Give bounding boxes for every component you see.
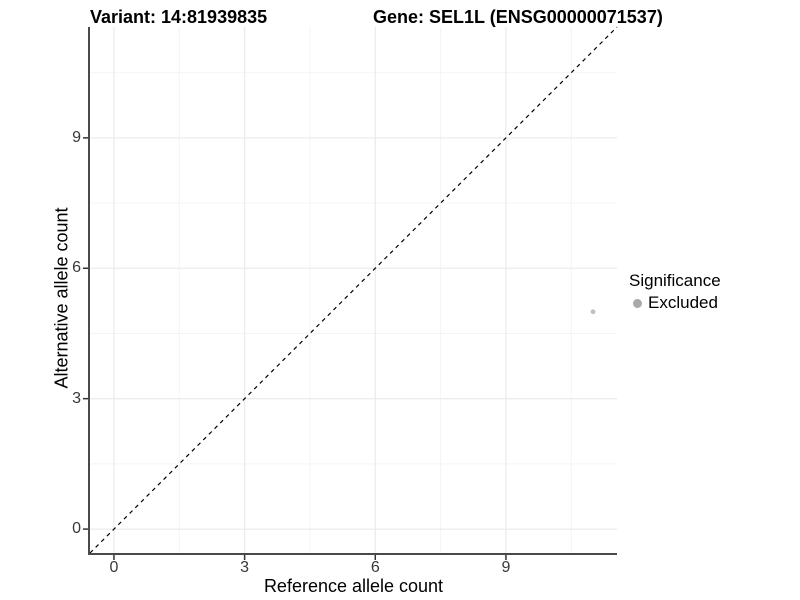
legend-title: Significance bbox=[629, 271, 721, 290]
identity-line bbox=[89, 26, 618, 554]
plot-title-variant: Variant: 14:81939835 bbox=[90, 7, 268, 27]
x-tick-label: 6 bbox=[370, 559, 380, 576]
plot-title-gene: Gene: SEL1L (ENSG00000071537) bbox=[373, 7, 663, 27]
legend-point-icon bbox=[633, 298, 642, 308]
y-axis-title: Alternative allele count bbox=[51, 207, 72, 389]
x-tick-label: 3 bbox=[240, 559, 250, 576]
y-tick-label: 6 bbox=[72, 259, 81, 277]
legend-item-excluded: Excluded bbox=[629, 293, 721, 313]
y-tick-label: 3 bbox=[72, 389, 81, 407]
data-point bbox=[590, 309, 596, 315]
legend: Significance Excluded bbox=[629, 269, 721, 313]
x-tick-label: 0 bbox=[109, 559, 119, 576]
y-tick-label: 0 bbox=[72, 520, 81, 538]
x-axis-title: Reference allele count bbox=[263, 576, 444, 596]
x-tick-label: 9 bbox=[501, 559, 511, 576]
y-tick-label: 9 bbox=[72, 128, 81, 146]
legend-item-label: Excluded bbox=[648, 293, 718, 312]
